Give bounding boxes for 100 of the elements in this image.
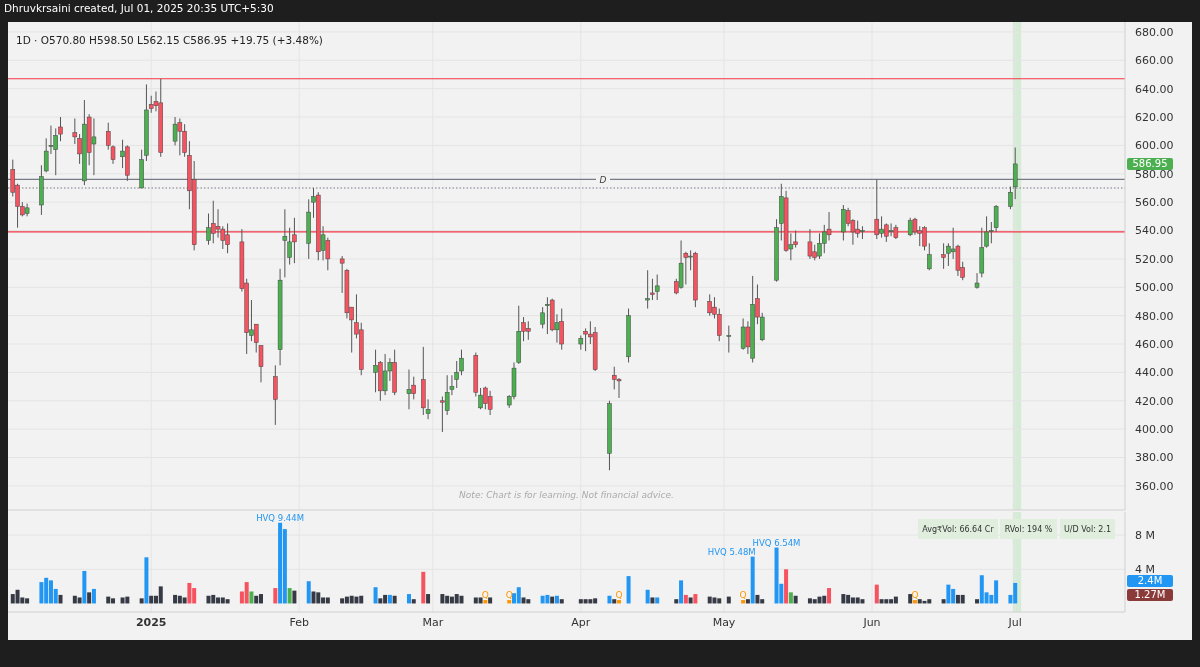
- bar: [273, 588, 278, 604]
- bar: [855, 597, 860, 604]
- bar: [645, 589, 650, 604]
- bar: [588, 599, 593, 604]
- annotation: Note: Chart is for learning. Not financial advice.: [459, 490, 674, 500]
- candlestick: [406, 369, 412, 410]
- bar: [158, 586, 163, 604]
- y-tick-label: 540.00: [1135, 224, 1174, 238]
- ref-line-label: D: [599, 174, 607, 185]
- bar: [750, 556, 755, 604]
- bar: [975, 599, 980, 604]
- bar: [225, 599, 230, 604]
- bar: [421, 571, 426, 604]
- annotation: U/D Vol: 2.1: [1063, 524, 1112, 534]
- bar: [908, 594, 913, 604]
- y-tick-label: 4 M: [1135, 563, 1155, 577]
- bar: [249, 591, 254, 604]
- bar: [674, 599, 679, 604]
- bar: [884, 599, 889, 604]
- bar: [626, 576, 631, 604]
- bar: [679, 580, 684, 604]
- bar: [120, 597, 125, 604]
- x-tick-label: Apr: [571, 616, 591, 629]
- candlestick: [282, 208, 288, 278]
- x-tick-label: 2025: [135, 616, 167, 629]
- annotation: HVQ 9.44M: [256, 512, 305, 523]
- candlestick: [740, 317, 746, 351]
- y-tick-label: 360.00: [1135, 479, 1174, 493]
- bar: [426, 594, 431, 604]
- bar: [292, 590, 297, 604]
- candlestick: [927, 242, 932, 271]
- bar: [554, 595, 559, 604]
- bar: [206, 595, 211, 604]
- bar: [927, 599, 932, 604]
- y-tick-label: 400.00: [1135, 422, 1174, 436]
- annotation: HVQ 5.48M: [707, 546, 756, 557]
- bar: [15, 589, 20, 604]
- text: 2.4M: [1137, 575, 1163, 587]
- bar: [784, 569, 789, 604]
- bar: [325, 597, 330, 604]
- bar: [860, 599, 865, 604]
- annotation: HVQ 6.54M: [752, 537, 801, 548]
- text: 1D · O570.80 H598.50 L562.15 C586.95 +19.75 (+3.48%): [16, 34, 323, 46]
- bar: [583, 599, 588, 604]
- bar: [406, 594, 411, 604]
- bar: [827, 588, 832, 604]
- bar: [349, 595, 354, 604]
- candlestick: [1012, 147, 1018, 200]
- bar: [306, 581, 311, 604]
- y-tick-label: 600.00: [1135, 139, 1174, 153]
- bar: [316, 592, 321, 604]
- annotation: Q: [911, 590, 919, 601]
- y-tick-label: 640.00: [1135, 82, 1174, 96]
- bar: [788, 592, 793, 604]
- bar: [712, 597, 717, 604]
- bar: [173, 594, 178, 604]
- bar: [82, 570, 87, 604]
- annotation: Q: [481, 590, 489, 601]
- bar: [841, 594, 846, 604]
- bar: [454, 594, 459, 604]
- y-tick-label: 560.00: [1135, 196, 1174, 210]
- bar: [340, 598, 345, 604]
- candlestick: [650, 278, 655, 301]
- bar: [254, 595, 259, 604]
- bar: [58, 594, 63, 604]
- candlestick: [540, 306, 545, 329]
- bar: [946, 584, 951, 604]
- bar: [941, 599, 946, 604]
- y-tick-label: 8 M: [1135, 528, 1155, 542]
- candlestick: [273, 364, 278, 426]
- bar: [478, 597, 483, 604]
- candlestick: [382, 353, 388, 396]
- bar: [77, 597, 82, 604]
- y-tick-label: 480.00: [1135, 309, 1174, 323]
- bar: [440, 594, 445, 604]
- bar: [244, 582, 249, 604]
- bar: [559, 599, 564, 604]
- bar: [755, 594, 760, 604]
- bar: [526, 599, 531, 604]
- y-tick-label: 380.00: [1135, 451, 1174, 465]
- candlestick: [654, 274, 660, 301]
- bar: [516, 587, 521, 604]
- annotation: Avg₹Vol: 66.64 Cr: [922, 524, 995, 534]
- x-tick-label: Mar: [422, 616, 444, 629]
- bar: [91, 588, 96, 604]
- bar: [655, 597, 660, 604]
- chart-subtitle: Dhruvkrsaini created, Jul 01, 2025 20:35 UTC+5:30: [4, 2, 274, 14]
- candlestick: [726, 325, 732, 354]
- candlestick: [258, 344, 264, 383]
- x-tick-label: Jul: [1007, 616, 1022, 629]
- bar: [488, 597, 493, 604]
- annotation: Q: [615, 590, 623, 601]
- bar: [182, 597, 187, 604]
- annotation: Q: [739, 590, 747, 601]
- bar: [187, 582, 192, 604]
- candlestick: [645, 269, 650, 310]
- candlestick: [941, 242, 946, 270]
- candlestick: [583, 327, 588, 352]
- bar: [411, 599, 416, 604]
- bar: [688, 597, 693, 604]
